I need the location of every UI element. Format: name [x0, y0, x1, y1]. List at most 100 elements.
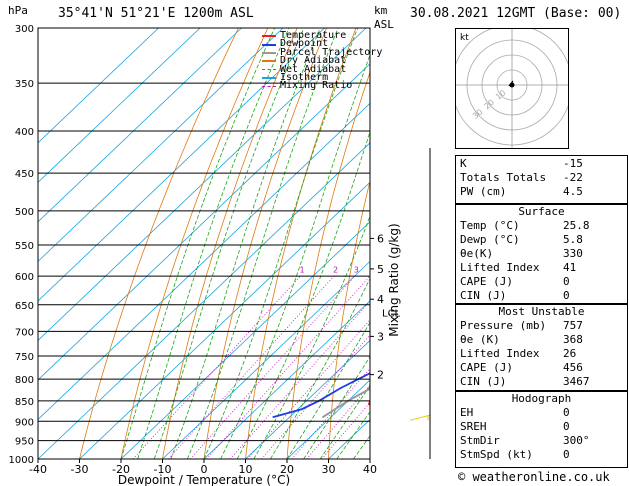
datetime-header: 30.08.2021 12GMT (Base: 00) [410, 6, 622, 21]
legend-label: Isotherm [280, 72, 329, 84]
pressure-tick-label: 600 [15, 272, 34, 283]
legend-swatch [262, 77, 276, 80]
pressure-tick-label: 850 [15, 397, 34, 408]
legend-swatch [262, 86, 276, 88]
legend-entry-temperature: Temperature [262, 30, 382, 41]
surface-row: CIN (J) 0 [460, 289, 619, 303]
hodograph-stats-row-value: 0 [563, 448, 570, 461]
most-unstable-row: θe (K) 368 [460, 333, 619, 347]
x-tick-label: 10 [239, 463, 253, 476]
pressure-tick-label: 900 [15, 417, 34, 428]
isotherm-line [38, 28, 284, 262]
km-tick-label: 4 [377, 293, 384, 306]
isotherm-line [38, 102, 370, 421]
hodograph-stats-row-value: 0 [563, 406, 570, 419]
dry-adiabat-line [328, 179, 370, 459]
indices-row-label: PW (cm) [460, 185, 507, 198]
legend-label: Dewpoint [280, 38, 329, 50]
surface-title: Surface [518, 205, 565, 218]
pressure-tick-label: 650 [15, 301, 34, 312]
x-tick-label: 0 [201, 463, 208, 476]
wet-adiabat-line [253, 215, 370, 459]
credit-text: © weatheronline.co.uk [458, 470, 610, 484]
x-axis-label: Dewpoint / Temperature (°C) [118, 473, 290, 486]
legend-label: Wet Adiabat [280, 63, 347, 75]
hodograph-stats-row: EH 0 [460, 406, 619, 420]
hodograph-panel: kt 10 20 30 [451, 24, 573, 149]
surface-row-value: 330 [563, 247, 583, 260]
isotherm-line [38, 28, 325, 302]
hodograph-stats-row: StmDir 300° [460, 434, 619, 448]
surface-row-value: 41 [563, 261, 577, 274]
surface-row-label: Lifted Index [460, 261, 540, 274]
legend-label: Mixing Ratio [280, 80, 353, 92]
most-unstable-row-label: CAPE (J) [460, 361, 513, 374]
hodograph-stats-row-label: SREH [460, 420, 487, 433]
hodograph-stats-row: SREH 0 [460, 420, 619, 434]
hodograph-stats-row-label: EH [460, 406, 474, 419]
surface-row-value: 25.8 [563, 219, 590, 232]
legend-entry-dewpoint: Dewpoint [262, 38, 382, 50]
km-tick-label: 2 [377, 369, 384, 382]
mixing-ratio-line [229, 300, 370, 459]
x-tick-label: 30 [322, 463, 336, 476]
mixing-ratio-axis-label: Mixing Ratio (g/kg) [387, 223, 401, 336]
legend-entry-dry-adiabat: Dry Adiabat [262, 55, 382, 66]
legend-entry-parcel-trajectory: Parcel Trajectory [262, 46, 383, 58]
surface-row: Lifted Index 41 [460, 261, 619, 275]
x-tick-label: -40 [29, 463, 47, 476]
pressure-tick-label: 500 [15, 207, 34, 218]
legend-swatch [262, 52, 276, 55]
most-unstable-title: Most Unstable [498, 305, 585, 318]
most-unstable-row-value: 757 [563, 319, 583, 332]
mixing-ratio-label: 3 [354, 265, 359, 274]
mixing-ratio-line [291, 367, 370, 459]
wet-adiabat-line [153, 28, 305, 459]
legend-entry-isotherm: Isotherm [262, 72, 382, 84]
pressure-tick-label: 550 [15, 241, 34, 252]
legend-label: Parcel Trajectory [280, 46, 383, 58]
pressure-tick-label: 400 [15, 127, 34, 138]
isotherm-line [162, 260, 370, 459]
lcl-label: LCL [382, 308, 401, 319]
indices-row: Totals Totals -22 [460, 171, 619, 185]
indices-row: PW (cm) 4.5 [460, 185, 619, 199]
indices-row-value: -22 [563, 171, 583, 184]
km-tick-label: 3 [377, 330, 384, 343]
x-tick-label: 40 [363, 463, 377, 476]
mixing-ratio-line [168, 275, 335, 459]
most-unstable-row: CIN (J) 3467 [460, 375, 619, 389]
hodograph-table: Hodograph EH 0 SREH 0 StmDir 300° StmSpd (kt) 0 [455, 390, 628, 468]
most-unstable-table: Most Unstable Pressure (mb) 757 θe (K) 368 Li… [455, 303, 628, 392]
km-tick-label: 6 [377, 232, 384, 245]
mixing-ratio-line [306, 384, 370, 459]
most-unstable-row-value: 26 [563, 347, 577, 360]
most-unstable-row-label: θe (K) [460, 333, 500, 346]
indices-row-value: -15 [563, 157, 583, 170]
isotherm-line [203, 300, 370, 459]
pressure-tick-label: 450 [15, 169, 34, 180]
wet-adiabat-line [187, 28, 339, 459]
hodograph-stats-row-value: 0 [563, 420, 570, 433]
most-unstable-row-value: 368 [563, 333, 583, 346]
legend-swatch [262, 60, 276, 63]
surface-row: CAPE (J) 0 [460, 275, 619, 289]
legend-swatch [262, 43, 276, 46]
surface-row-value: 5.8 [563, 233, 583, 246]
legend-label: Temperature [280, 30, 347, 41]
hodograph-stats-row-label: StmDir [460, 434, 500, 447]
pressure-tick-label: 1000 [9, 455, 34, 466]
plot-frame [37, 27, 371, 460]
most-unstable-row-label: CIN (J) [460, 375, 507, 388]
most-unstable-row-value: 3467 [563, 375, 590, 388]
indices-row-value: 4.5 [563, 185, 583, 198]
wet-adiabat-line [137, 28, 290, 459]
x-tick-label: 20 [280, 463, 294, 476]
isotherm-line [120, 221, 370, 459]
pressure-tick-label: 800 [15, 375, 34, 386]
most-unstable-row: Pressure (mb) 757 [460, 319, 619, 333]
surface-row-value: 0 [563, 289, 570, 302]
surface-row-value: 0 [563, 275, 570, 288]
dry-adiabat-line [286, 70, 370, 459]
